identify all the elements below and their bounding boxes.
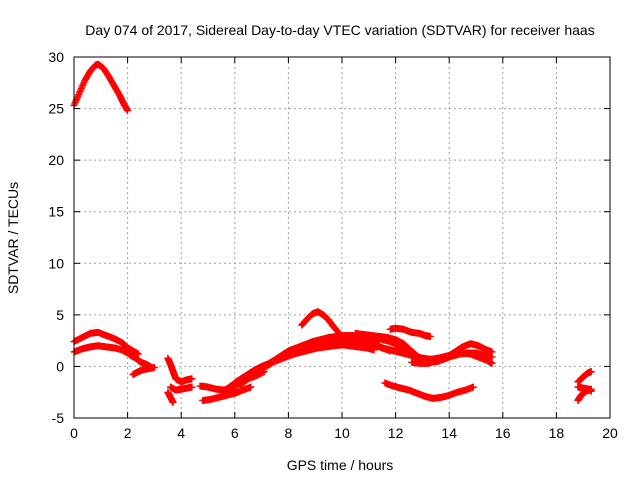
series-track-8 — [164, 388, 177, 407]
data-point — [488, 359, 496, 367]
data-point — [150, 363, 158, 371]
x-tick-label: 20 — [602, 425, 618, 441]
data-point — [71, 98, 79, 106]
data-point — [71, 100, 79, 108]
data-point — [469, 383, 477, 391]
series-track-13 — [258, 341, 378, 374]
series-track-7 — [166, 383, 196, 394]
data-point — [587, 387, 595, 395]
data-point — [75, 89, 83, 97]
series-track-2 — [70, 328, 142, 358]
y-tick-label: 10 — [48, 255, 64, 271]
x-tick-label: 16 — [495, 425, 511, 441]
series-track-21 — [381, 379, 477, 402]
data-point — [124, 107, 132, 115]
data-point — [79, 81, 87, 89]
x-tick-label: 4 — [177, 425, 185, 441]
data-point — [77, 86, 85, 94]
data-markers — [70, 60, 595, 407]
series-track-20 — [408, 349, 496, 367]
x-tick-label: 8 — [285, 425, 293, 441]
x-tick-label: 0 — [70, 425, 78, 441]
data-point — [188, 383, 196, 391]
series-track-1 — [70, 60, 132, 115]
series-track-24 — [574, 383, 595, 395]
data-point — [78, 83, 86, 91]
data-point — [79, 80, 87, 88]
axis-ticks: 0 2 4 6 8 10 12 14 16 18 20 -5 0 5 10 15 20 25 30 — [48, 49, 618, 441]
data-point — [488, 353, 496, 361]
y-tick-label: 15 — [48, 204, 64, 220]
x-tick-label: 12 — [388, 425, 404, 441]
data-point — [77, 84, 85, 92]
series-track-14 — [298, 308, 343, 337]
x-axis-title: GPS time / hours — [287, 457, 394, 473]
data-point — [75, 91, 83, 99]
x-tick-label: 2 — [124, 425, 132, 441]
data-point — [169, 399, 177, 407]
data-point — [74, 92, 82, 100]
y-tick-label: 25 — [48, 101, 64, 117]
y-tick-label: 5 — [56, 307, 64, 323]
x-tick-label: 14 — [441, 425, 457, 441]
y-tick-label: 30 — [48, 49, 64, 65]
series-track-17 — [386, 324, 434, 341]
x-tick-label: 6 — [231, 425, 239, 441]
series-track-6 — [164, 354, 196, 386]
y-axis-title: SDTVAR / TECUs — [5, 182, 21, 294]
series-track-5 — [129, 363, 158, 379]
chart-title: Day 074 of 2017, Sidereal Day-to-day VTE… — [85, 22, 594, 38]
data-point — [247, 383, 255, 391]
data-point — [587, 368, 595, 376]
y-tick-label: 20 — [48, 152, 64, 168]
data-point — [426, 333, 434, 341]
y-tick-label: -5 — [52, 410, 65, 426]
y-tick-label: 0 — [56, 358, 64, 374]
data-point — [73, 94, 81, 102]
data-point — [188, 375, 196, 383]
data-point — [134, 350, 142, 358]
data-point — [370, 346, 378, 354]
series-track-22 — [574, 368, 595, 386]
data-point — [76, 88, 84, 96]
x-tick-label: 18 — [549, 425, 565, 441]
grid-lines — [74, 57, 610, 418]
x-tick-label: 10 — [334, 425, 350, 441]
